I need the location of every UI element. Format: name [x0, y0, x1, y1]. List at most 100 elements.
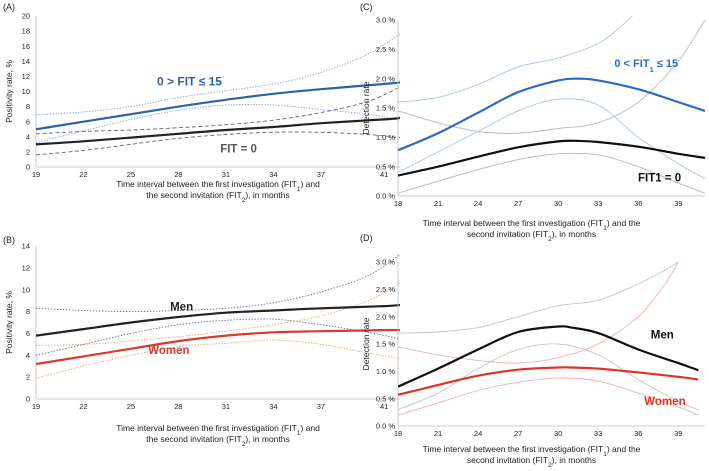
panel-label: (C): [360, 2, 373, 12]
axis-label: the second invitation (FIT2), in months: [146, 190, 289, 204]
x-tick-label: 27: [514, 199, 522, 208]
series-annotation: Men: [170, 301, 193, 313]
x-tick-label: 31: [222, 402, 230, 411]
ci-line: [36, 131, 400, 156]
y-tick-label: 20: [22, 12, 30, 21]
x-tick-label: 28: [174, 402, 182, 411]
x-tick-label: 24: [474, 199, 482, 208]
y-tick-label: 4: [26, 132, 30, 141]
series-annotation: Women: [644, 396, 685, 408]
axis-label: second invitation (FIT2), in months: [467, 229, 596, 243]
y-tick-label: 6: [26, 329, 30, 338]
panel-label: (B): [3, 235, 15, 245]
y-tick-label: 2.0 %: [376, 74, 396, 83]
y-tick-label: 18: [22, 27, 30, 36]
ci-line: [398, 343, 699, 411]
y-axis-title: Detection rate: [361, 81, 371, 134]
x-tick-label: 22: [79, 402, 87, 411]
ci-line: [398, 98, 705, 179]
x-tick-label: 33: [594, 199, 602, 208]
y-axis-title: Detection rate: [361, 317, 371, 370]
x-tick-label: 24: [474, 429, 482, 438]
ci-line: [398, 16, 633, 103]
y-tick-label: 0: [26, 163, 30, 172]
ci-line: [36, 254, 400, 313]
y-tick-label: 1.0 %: [376, 367, 396, 376]
ci-line: [36, 33, 400, 116]
series-annotation: 0 < FIT1 ≤ 15: [614, 58, 678, 74]
series-annotation: 0 > FIT ≤ 15: [157, 74, 222, 88]
y-tick-label: 8: [26, 102, 30, 111]
y-tick-label: 14: [22, 242, 30, 251]
y-tick-label: 6: [26, 117, 30, 126]
y-tick-label: 2.0 %: [376, 312, 396, 321]
y-tick-label: 0.5 %: [376, 162, 396, 171]
y-axis-title: Positivity rate, %: [4, 291, 14, 354]
ci-line: [398, 261, 679, 334]
y-tick-label: 3.0 %: [376, 16, 396, 25]
y-tick-label: 1.0 %: [376, 133, 396, 142]
y-tick-label: 2.5 %: [376, 285, 396, 294]
ci-line: [398, 261, 679, 364]
y-tick-label: 0: [26, 395, 30, 404]
x-tick-label: 37: [317, 402, 325, 411]
x-tick-label: 41: [380, 402, 388, 411]
ci-line: [398, 377, 699, 416]
series-annotation: FIT = 0: [220, 144, 257, 156]
series-annotation: Men: [651, 330, 674, 342]
y-tick-label: 10: [22, 285, 30, 294]
x-tick-label: 34: [269, 402, 277, 411]
y-tick-label: 2: [26, 373, 30, 382]
y-tick-label: 12: [22, 72, 30, 81]
x-tick-label: 31: [222, 170, 230, 179]
x-tick-label: 39: [674, 199, 682, 208]
y-tick-label: 10: [22, 87, 30, 96]
panel-label: (D): [360, 233, 373, 243]
x-tick-label: 28: [174, 170, 182, 179]
series-line: [398, 325, 699, 388]
series-line: [36, 116, 400, 146]
y-tick-label: 3.0 %: [376, 258, 396, 267]
x-tick-label: 30: [554, 429, 562, 438]
x-tick-label: 30: [554, 199, 562, 208]
plot-area: [36, 254, 400, 379]
y-tick-label: 8: [26, 307, 30, 316]
x-tick-label: 18: [394, 199, 402, 208]
y-tick-label: 0.0 %: [376, 192, 396, 201]
y-tick-label: 1.5 %: [376, 104, 396, 113]
y-tick-label: 16: [22, 42, 30, 51]
x-tick-label: 41: [380, 170, 388, 179]
x-tick-label: 21: [434, 429, 442, 438]
axis-label: second invitation (FIT2), in months: [467, 455, 596, 469]
x-tick-label: 21: [434, 199, 442, 208]
x-tick-label: 22: [79, 170, 87, 179]
series-annotation: Women: [148, 345, 189, 357]
x-tick-label: 36: [634, 199, 642, 208]
series-line: [398, 366, 699, 396]
y-tick-label: 1.5 %: [376, 340, 396, 349]
ci-line: [36, 86, 400, 135]
y-axis-title: Positivity rate, %: [4, 60, 14, 123]
axis-label: Time interval between the first investig…: [116, 423, 320, 437]
ci-line: [398, 19, 705, 134]
panel-c: (C) 0.0 % 0.5 % 1.0 % 1.5 % 2.0 % 2.5 % 3.0 % 18…: [360, 2, 705, 243]
y-tick-label: 4: [26, 351, 30, 360]
series-line: [36, 303, 400, 337]
axis-label: Time interval between the first investig…: [116, 179, 320, 193]
x-tick-label: 19: [32, 170, 40, 179]
panel-label: (A): [3, 2, 15, 12]
x-tick-label: 37: [317, 170, 325, 179]
ci-line: [36, 104, 400, 144]
panel-d: (D) 0.0 % 0.5 % 1.0 % 1.5 % 2.0 % 2.5 % 3.0 % 18…: [360, 233, 705, 469]
x-tick-label: 34: [269, 170, 277, 179]
axis-label: Time interval between the first investig…: [423, 218, 641, 232]
plot-area: [36, 33, 400, 156]
series-line: [398, 139, 705, 177]
series-annotation: FIT1 = 0: [638, 172, 681, 184]
y-tick-label: 2: [26, 148, 30, 157]
series-line: [398, 77, 705, 152]
axis-label: the second invitation (FIT2), in months: [146, 434, 289, 448]
x-tick-label: 25: [127, 402, 135, 411]
y-tick-label: 12: [22, 263, 30, 272]
